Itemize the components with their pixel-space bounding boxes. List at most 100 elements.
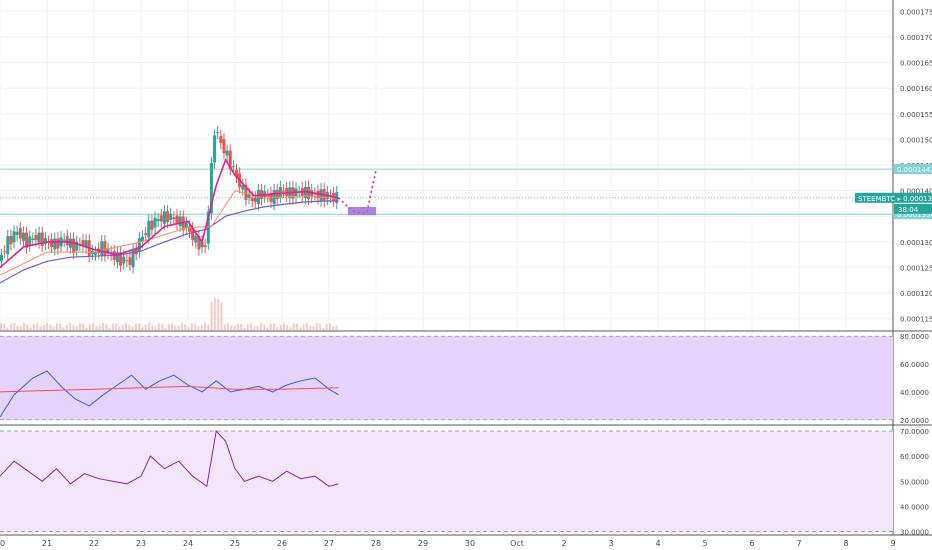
- volume-bar: [19, 325, 22, 330]
- oscillator-tick-label: 60.0000: [900, 361, 929, 369]
- candle-body: [144, 233, 148, 236]
- oscillator-tick-label: 80.0000: [900, 333, 929, 341]
- o1-axis: 20.0000 40.0000 60.0000 80.0000: [900, 333, 929, 425]
- candle-body: [278, 186, 282, 197]
- volume-bar: [144, 324, 147, 330]
- volume-bar: [289, 326, 292, 330]
- candle-body: [65, 235, 69, 246]
- x-tick-label: 21: [42, 539, 52, 548]
- x-tick-label: 28: [371, 539, 381, 548]
- candle-body: [15, 231, 19, 235]
- candle-body: [266, 194, 270, 197]
- volume-bar: [243, 327, 246, 330]
- volume-bar: [227, 323, 230, 330]
- volume-bar: [217, 298, 220, 330]
- x-tick-label: 7: [796, 539, 801, 548]
- volume-bar: [3, 323, 6, 330]
- volume-bar: [236, 323, 239, 330]
- candle-body: [209, 163, 213, 214]
- candle-body: [166, 211, 170, 223]
- candle-body: [162, 211, 166, 224]
- volume-bar: [246, 324, 249, 330]
- volume-bar: [315, 323, 318, 330]
- candle-body: [150, 220, 154, 230]
- volume-bar: [154, 326, 157, 330]
- volume-bar: [220, 302, 223, 330]
- candle-body: [156, 218, 160, 222]
- x-tick-label: 6: [749, 539, 754, 548]
- volume-bar: [250, 323, 253, 330]
- volume-bar: [164, 327, 167, 330]
- volume-bar: [49, 324, 52, 330]
- x-tick-label: 4: [655, 539, 660, 548]
- volume-bar: [240, 324, 243, 330]
- volume-bar: [125, 323, 128, 330]
- volume-bar: [200, 325, 203, 330]
- volume-bar: [32, 323, 35, 330]
- candle-body: [175, 215, 179, 224]
- volume-bar: [174, 325, 177, 330]
- volume-bar: [259, 323, 262, 330]
- volume-bar: [177, 325, 180, 330]
- time-axis: 2021222324252627282930Oct23456789: [0, 539, 896, 548]
- candle-body: [81, 240, 85, 246]
- level-badge-label: 0.0001354: [897, 211, 932, 219]
- volume-bar: [266, 327, 269, 330]
- volume-bar: [210, 301, 213, 330]
- volume-bar: [276, 326, 279, 330]
- candle-body: [141, 236, 144, 242]
- candle-body: [18, 228, 22, 239]
- price-tick-label: 0.0001750: [900, 8, 932, 16]
- candle-body: [241, 184, 245, 190]
- volume-bar: [322, 327, 325, 330]
- volume-bar: [302, 324, 305, 330]
- volume-bar: [128, 324, 131, 330]
- candle-body: [200, 241, 204, 248]
- volume-bar: [335, 325, 338, 330]
- volume-bar: [62, 327, 65, 330]
- volume-bar: [296, 323, 299, 330]
- volume-bar: [312, 326, 315, 330]
- candle-body: [313, 193, 317, 195]
- volume-bar: [108, 327, 111, 330]
- candle-body: [43, 238, 47, 244]
- volume-bar: [134, 323, 137, 330]
- x-tick-label: 8: [843, 539, 848, 548]
- volume-bar: [161, 323, 164, 330]
- volume-bar: [23, 323, 26, 330]
- candle-body: [115, 252, 119, 263]
- candle-body: [53, 238, 57, 250]
- oscillator-tick-label: 50.0000: [900, 478, 929, 486]
- volume-bar: [111, 323, 114, 330]
- candle-body: [3, 251, 7, 253]
- volume-bar: [282, 323, 285, 330]
- ma-slow-line: [0, 200, 339, 284]
- volume-bar: [78, 323, 81, 330]
- volume-bar: [151, 325, 154, 330]
- volume-bar: [0, 323, 2, 330]
- level-badge: [894, 209, 932, 220]
- volume-bar: [263, 324, 266, 330]
- oscillator-line: [0, 370, 339, 418]
- price-badges: 0.0001442 0.0001354 STEEMBTC ▸ 0.0001386 38…: [855, 164, 932, 220]
- x-tick-label: 2: [561, 539, 566, 548]
- candle-body: [194, 236, 198, 243]
- candle-body: [247, 193, 251, 198]
- volume-bar: [157, 323, 160, 330]
- volume-bar: [9, 324, 12, 330]
- volume-bar: [253, 326, 256, 330]
- volume-bar: [269, 323, 272, 330]
- candle-body: [222, 139, 226, 154]
- volume-bar: [26, 324, 29, 330]
- candle-body: [172, 217, 176, 220]
- candle-body: [272, 189, 276, 205]
- x-tick-label: 3: [608, 539, 613, 548]
- oscillator-line: [0, 385, 339, 393]
- candle-body: [213, 135, 217, 163]
